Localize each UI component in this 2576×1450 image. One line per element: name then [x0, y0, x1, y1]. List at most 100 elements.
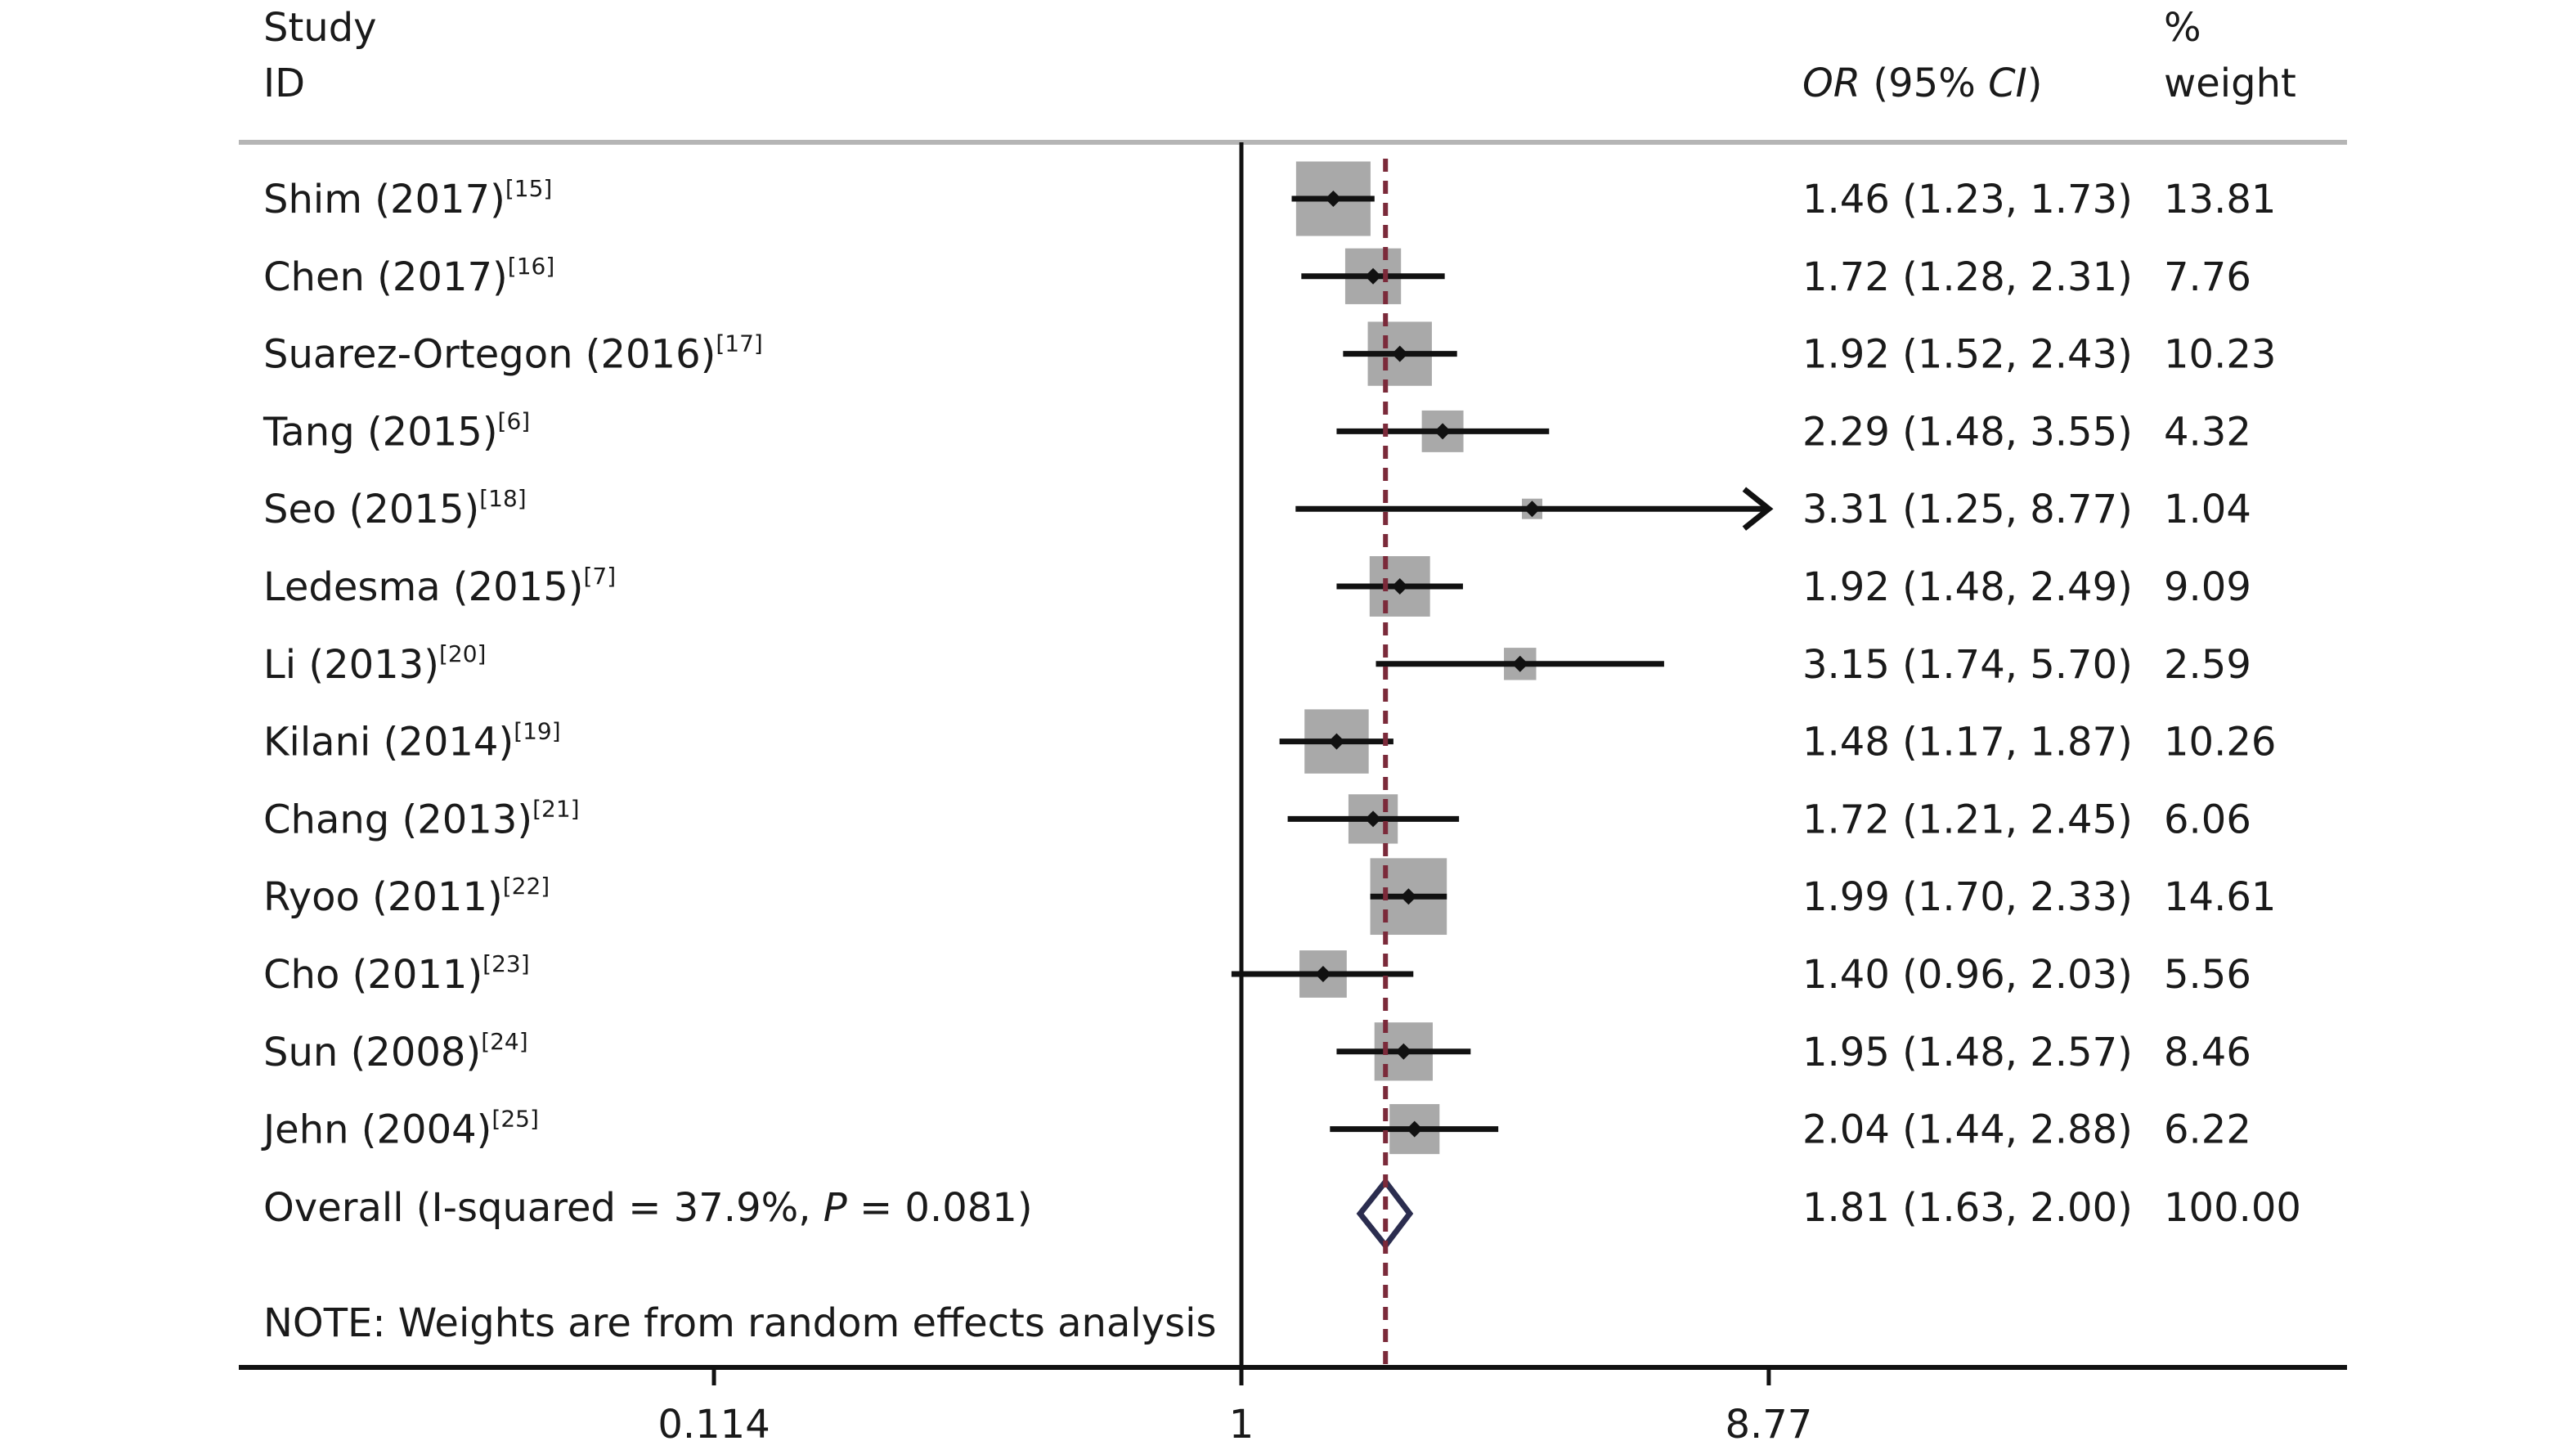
study-ref: [25] — [491, 1106, 538, 1133]
point-estimate — [1365, 267, 1382, 285]
study-ci-value: 1.92 (1.48, 2.49) — [1802, 564, 2133, 610]
x-axis: 0.114 1 8.77 — [239, 142, 2347, 1448]
study-ci-value: 3.15 (1.74, 5.70) — [1802, 642, 2133, 688]
study-label: Cho (2011)[23] — [263, 950, 530, 998]
study-ref: [16] — [508, 253, 554, 280]
overall-label: Overall (I-squared = 37.9%, P = 0.081) — [263, 1185, 1033, 1231]
study-label: Chang (2013)[21] — [263, 795, 580, 842]
header-study-label: Study — [263, 5, 377, 51]
study-ref: [17] — [716, 330, 762, 357]
study-ci-value: 2.04 (1.44, 2.88) — [1802, 1107, 2133, 1153]
study-ref: [18] — [479, 485, 526, 512]
study-weight-value: 6.06 — [2164, 797, 2251, 842]
point-estimate — [1328, 733, 1345, 750]
study-name: Ryoo (2011) — [263, 874, 503, 920]
point-estimate — [1391, 578, 1408, 595]
overall-label-p: P — [824, 1185, 847, 1231]
study-ci-value: 1.72 (1.28, 2.31) — [1802, 254, 2133, 300]
study-label: Jehn (2004)[25] — [261, 1106, 539, 1153]
study-label: Ryoo (2011)[22] — [263, 873, 550, 920]
study-ref: [21] — [532, 795, 579, 822]
point-estimate — [1434, 423, 1452, 440]
overall-diamond — [1356, 1177, 1414, 1250]
point-estimate — [1325, 191, 1342, 207]
study-name: Shim (2017) — [263, 177, 505, 222]
study-weight-value: 10.26 — [2164, 720, 2276, 765]
study-ci-value: 1.92 (1.52, 2.43) — [1802, 332, 2133, 378]
study-ref: [22] — [503, 873, 550, 900]
study-ref: [6] — [498, 407, 531, 434]
header-ci-italic: CI — [1988, 61, 2027, 106]
overall-label-pre: Overall (I-squared = 37.9%, — [263, 1185, 824, 1231]
header-id-label: ID — [263, 61, 305, 106]
study-labels: Shim (2017)[15] Chen (2017)[16] Suarez-Ort… — [261, 175, 763, 1153]
overall-weight-value: 100.00 — [2164, 1185, 2301, 1231]
x-tick-label: 0.114 — [657, 1402, 770, 1448]
study-weight-value: 1.04 — [2164, 487, 2251, 532]
note-text: NOTE: Weights are from random effects an… — [263, 1300, 1216, 1346]
study-ref: [20] — [439, 640, 486, 667]
study-label: Tang (2015)[6] — [263, 407, 530, 455]
study-label: Kilani (2014)[19] — [263, 718, 561, 765]
study-weight-value: 6.22 — [2164, 1107, 2251, 1153]
study-ci-value: 1.99 (1.70, 2.33) — [1802, 874, 2133, 920]
study-weight-value: 7.76 — [2164, 254, 2251, 300]
study-weight-value: 14.61 — [2164, 874, 2276, 920]
study-ref: [23] — [482, 950, 529, 977]
study-ref: [24] — [481, 1028, 527, 1055]
study-label: Li (2013)[20] — [263, 640, 486, 688]
weight-column: 13.81 7.76 10.23 4.32 1.04 9.09 2.59 10.26 6.06 1… — [2164, 177, 2276, 1153]
study-weight-value: 10.23 — [2164, 332, 2276, 378]
header-or-mid: (95% — [1860, 61, 1988, 106]
overall-label-post: = 0.081) — [847, 1185, 1033, 1231]
study-ci-value: 1.46 (1.23, 1.73) — [1802, 177, 2133, 222]
header-or-italic: OR — [1802, 61, 1860, 106]
point-estimate — [1395, 1043, 1412, 1060]
x-tick-label: 8.77 — [1725, 1402, 1812, 1448]
study-ci-value: 1.48 (1.17, 1.87) — [1802, 720, 2133, 765]
study-weight-value: 13.81 — [2164, 177, 2276, 222]
point-estimate — [1524, 501, 1541, 518]
study-weight-value: 9.09 — [2164, 564, 2251, 610]
study-weight-value: 2.59 — [2164, 642, 2251, 688]
header-or-ci-label: OR (95% CI) — [1802, 61, 2042, 106]
study-ref: [7] — [583, 563, 616, 590]
study-name: Seo (2015) — [263, 487, 479, 532]
study-name: Cho (2011) — [263, 952, 482, 998]
study-label: Shim (2017)[15] — [263, 175, 552, 222]
study-weight-value: 4.32 — [2164, 409, 2251, 455]
study-name: Sun (2008) — [263, 1030, 481, 1075]
header-percent-label: % — [2164, 5, 2201, 51]
study-name: Kilani (2014) — [263, 720, 514, 765]
header: Study ID OR (95% CI) % weight — [263, 5, 2296, 106]
study-label: Ledesma (2015)[7] — [263, 563, 616, 610]
study-ci-value: 1.72 (1.21, 2.45) — [1802, 797, 2133, 842]
study-ci-value: 2.29 (1.48, 3.55) — [1802, 409, 2133, 455]
study-ci-value: 3.31 (1.25, 8.77) — [1802, 487, 2133, 532]
header-weight-label: weight — [2164, 61, 2296, 106]
point-estimate — [1314, 966, 1331, 982]
study-ref: [15] — [505, 175, 552, 202]
overall-ci-value: 1.81 (1.63, 2.00) — [1802, 1185, 2133, 1231]
header-or-end: ) — [2027, 61, 2043, 106]
ci-arrow — [1742, 487, 1774, 531]
study-label: Seo (2015)[18] — [263, 485, 527, 532]
plot-marks — [1231, 159, 1774, 1367]
study-weight-value: 8.46 — [2164, 1030, 2251, 1075]
study-ci-value: 1.40 (0.96, 2.03) — [1802, 952, 2133, 998]
study-name: Jehn (2004) — [261, 1107, 491, 1153]
point-estimate — [1511, 655, 1528, 672]
ci-column: 1.46 (1.23, 1.73) 1.72 (1.28, 2.31) 1.92 (… — [1802, 177, 2133, 1153]
study-label: Chen (2017)[16] — [263, 253, 554, 300]
point-estimate — [1365, 810, 1382, 828]
study-ci-value: 1.95 (1.48, 2.57) — [1802, 1030, 2133, 1075]
study-name: Ledesma (2015) — [263, 564, 583, 610]
study-label: Suarez-Ortegon (2016)[17] — [263, 330, 763, 378]
study-name: Tang (2015) — [263, 409, 498, 455]
study-ref: [19] — [514, 718, 560, 745]
study-name: Li (2013) — [263, 642, 439, 688]
point-estimate — [1391, 345, 1408, 362]
point-estimate — [1400, 888, 1417, 905]
x-tick-label: 1 — [1229, 1402, 1254, 1448]
